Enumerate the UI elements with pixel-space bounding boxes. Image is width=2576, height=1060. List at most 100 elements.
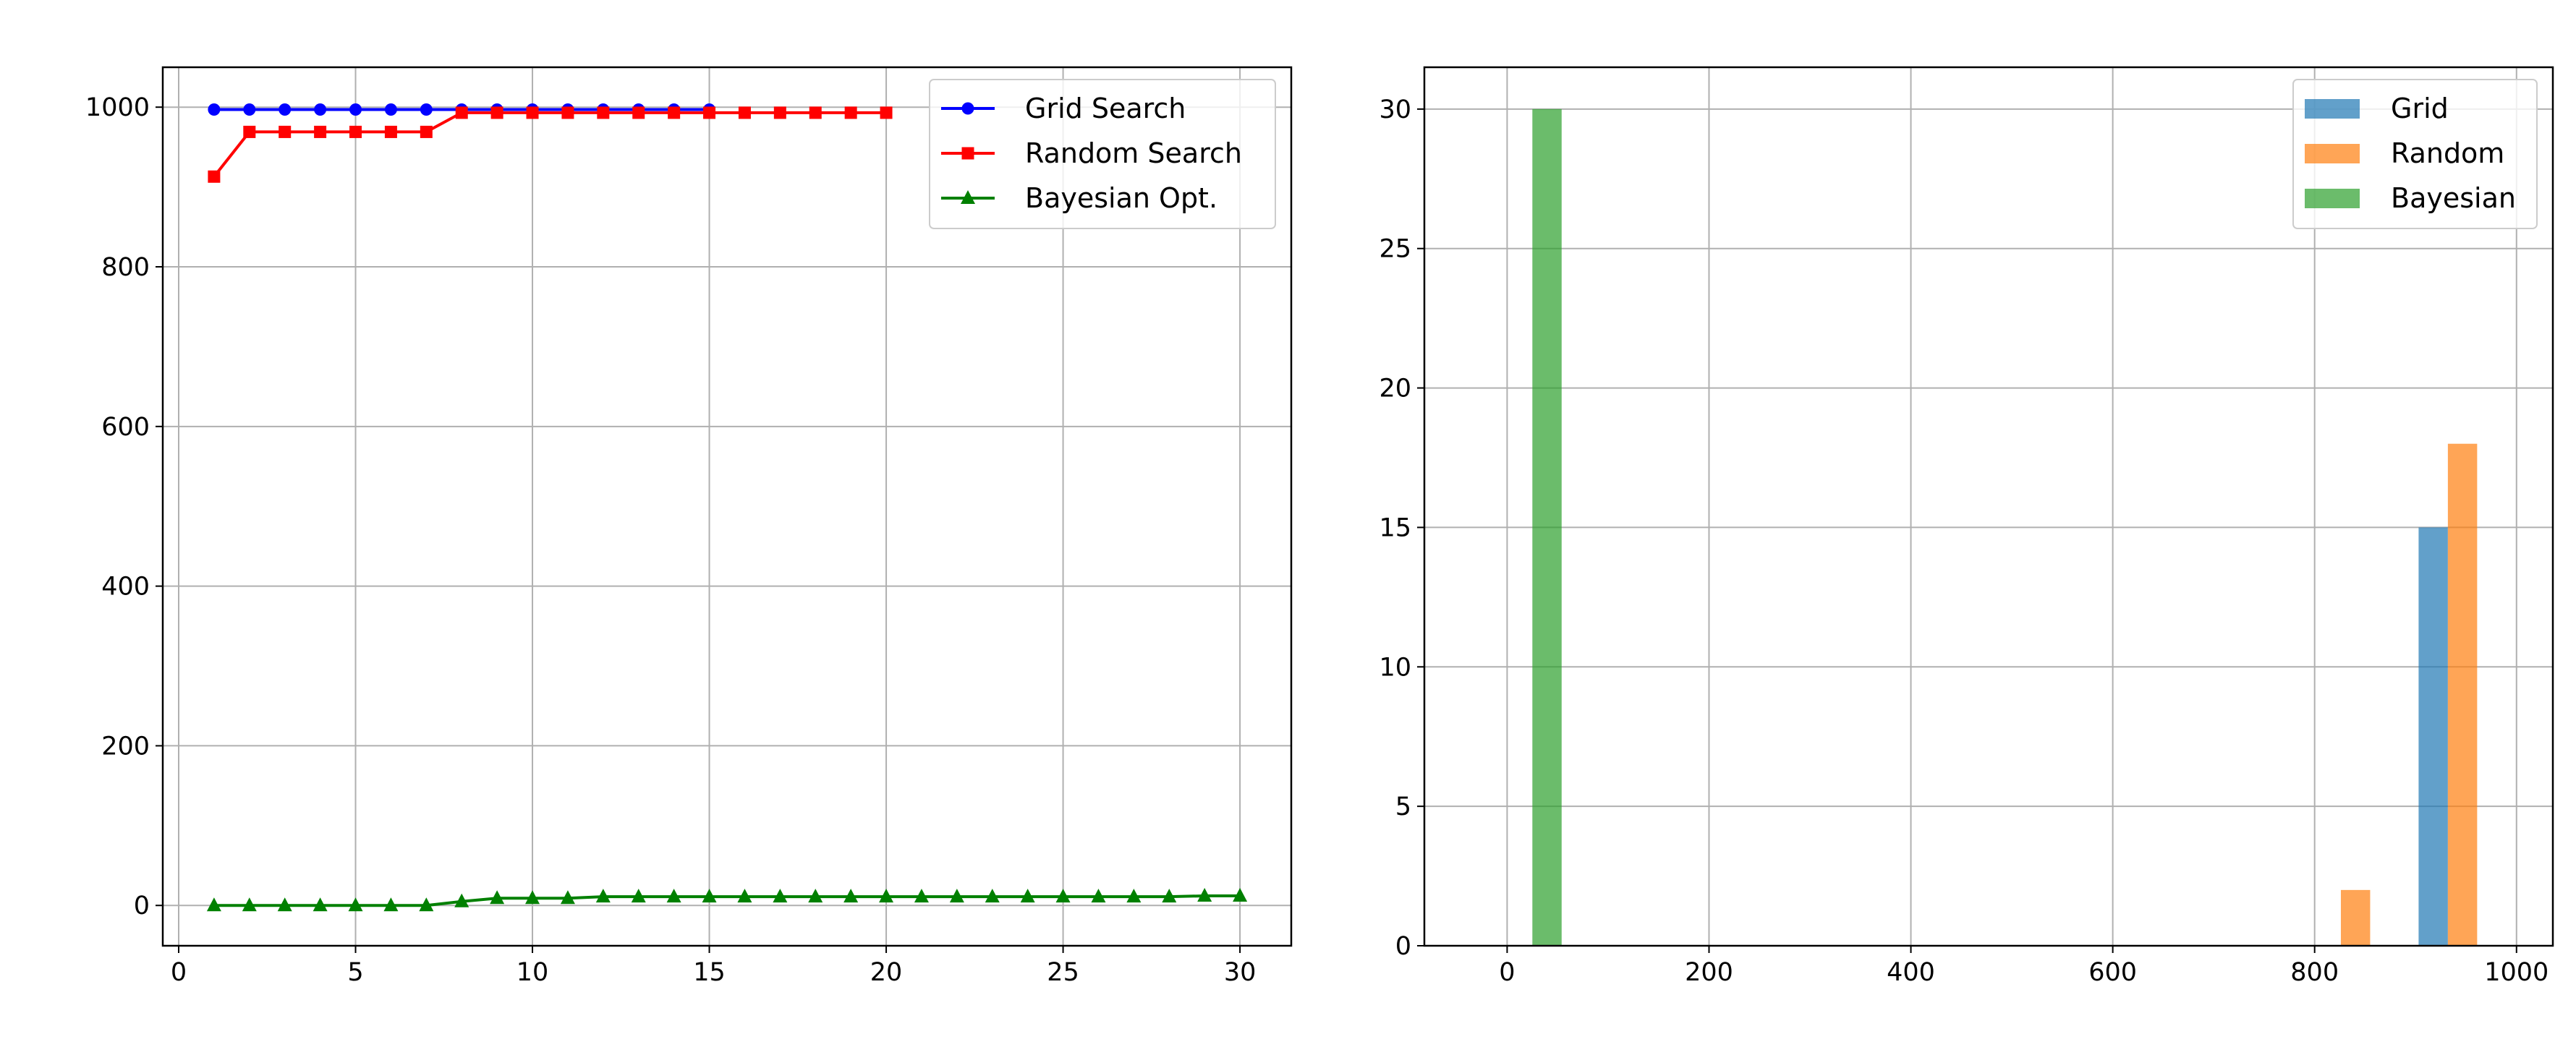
histogram-bar [2418, 527, 2448, 946]
histogram-bars [1532, 108, 2478, 946]
data-point [384, 125, 397, 138]
y-tick-label: 15 [1379, 513, 1411, 542]
line-chart-frame [161, 66, 1293, 947]
histogram-ticks: 0 200 400 600 800 1000 0 5 10 15 20 25 30 [1379, 95, 2549, 987]
data-point [1055, 889, 1071, 903]
data-point [985, 889, 1000, 903]
y-tick-label: 400 [101, 573, 150, 602]
data-point [1020, 889, 1035, 903]
legend-label: Grid Search [1025, 93, 1186, 124]
data-point [1197, 887, 1212, 902]
legend-swatch [2305, 99, 2360, 119]
legend-marker [961, 102, 974, 115]
y-tick-label: 800 [101, 253, 150, 282]
y-tick-label: 1000 [85, 93, 150, 122]
data-point [560, 890, 575, 905]
data-point [277, 897, 292, 912]
data-point [844, 106, 857, 119]
data-point [666, 889, 681, 903]
x-tick-label: 0 [171, 958, 187, 987]
x-tick-label: 800 [2290, 958, 2339, 987]
x-tick-label: 30 [1224, 958, 1257, 987]
data-point [526, 106, 539, 119]
data-point [420, 103, 433, 116]
data-point [773, 106, 786, 119]
legend-marker [961, 190, 975, 204]
x-tick-label: 20 [870, 958, 903, 987]
data-point [879, 889, 894, 903]
data-point [809, 106, 822, 119]
legend-marker [961, 147, 974, 160]
data-point [384, 103, 397, 116]
data-point [808, 889, 823, 903]
data-point [561, 106, 574, 119]
data-point [454, 893, 469, 907]
data-point [703, 106, 716, 119]
data-point [1233, 887, 1248, 902]
y-tick-label: 25 [1379, 235, 1411, 264]
data-point [349, 103, 362, 116]
data-point [206, 897, 221, 912]
line-chart-ticks: 0 5 10 15 20 25 30 0 200 400 600 800 1000 [85, 93, 1256, 987]
data-point [208, 170, 221, 183]
x-tick-label: 15 [693, 958, 726, 987]
data-point [843, 889, 859, 903]
histogram-bar [2340, 889, 2371, 946]
data-point [349, 125, 362, 138]
data-point [420, 125, 433, 138]
histogram-bar [1532, 108, 1562, 946]
data-point [419, 897, 434, 912]
y-tick-label: 30 [1379, 95, 1411, 124]
legend-label: Bayesian Opt. [1025, 182, 1217, 214]
legend-label: Random Search [1025, 137, 1242, 169]
data-point [880, 106, 893, 119]
data-point [490, 890, 505, 905]
data-point [595, 889, 611, 903]
x-tick-label: 10 [517, 958, 549, 987]
data-point [1126, 889, 1142, 903]
data-point [702, 889, 717, 903]
histogram-frame [1423, 66, 2554, 947]
x-tick-label: 1000 [2484, 958, 2549, 987]
x-tick-label: 25 [1047, 958, 1079, 987]
data-point [208, 103, 221, 116]
histogram-bar [2447, 443, 2478, 946]
data-point [313, 897, 328, 912]
line-chart-series [206, 103, 1248, 912]
data-point [314, 103, 327, 116]
series-line [213, 894, 1241, 907]
y-tick-label: 5 [1395, 792, 1411, 821]
legend-swatch [2305, 144, 2360, 163]
histogram-panel: 0 200 400 600 800 1000 0 5 10 15 20 25 30 Grid Random… [1379, 66, 2554, 987]
data-point [773, 889, 788, 903]
data-point [383, 897, 399, 912]
y-tick-label: 200 [101, 732, 150, 761]
data-point [668, 106, 681, 119]
data-point [738, 106, 751, 119]
histogram-legend: Grid Random Bayesian [2292, 79, 2538, 229]
x-tick-label: 0 [1499, 958, 1515, 987]
data-point [279, 103, 292, 116]
data-point [632, 106, 645, 119]
y-tick-label: 0 [1395, 932, 1411, 961]
y-tick-label: 600 [101, 413, 150, 442]
line-chart-legend: Grid Search Random Search Bayesian Opt. [929, 79, 1276, 229]
data-point [737, 889, 752, 903]
x-tick-label: 200 [1685, 958, 1733, 987]
data-point [525, 890, 540, 905]
data-point [314, 125, 327, 138]
data-point [949, 889, 964, 903]
x-tick-label: 5 [347, 958, 363, 987]
data-point [243, 125, 256, 138]
data-point [490, 106, 503, 119]
legend-label: Bayesian [2391, 182, 2516, 214]
data-point [348, 897, 363, 912]
data-point [1091, 889, 1106, 903]
data-point [279, 125, 292, 138]
x-tick-label: 600 [2088, 958, 2137, 987]
y-tick-label: 10 [1379, 653, 1411, 682]
y-tick-label: 20 [1379, 375, 1411, 403]
y-tick-label: 0 [134, 892, 150, 920]
legend-label: Random [2391, 137, 2504, 169]
